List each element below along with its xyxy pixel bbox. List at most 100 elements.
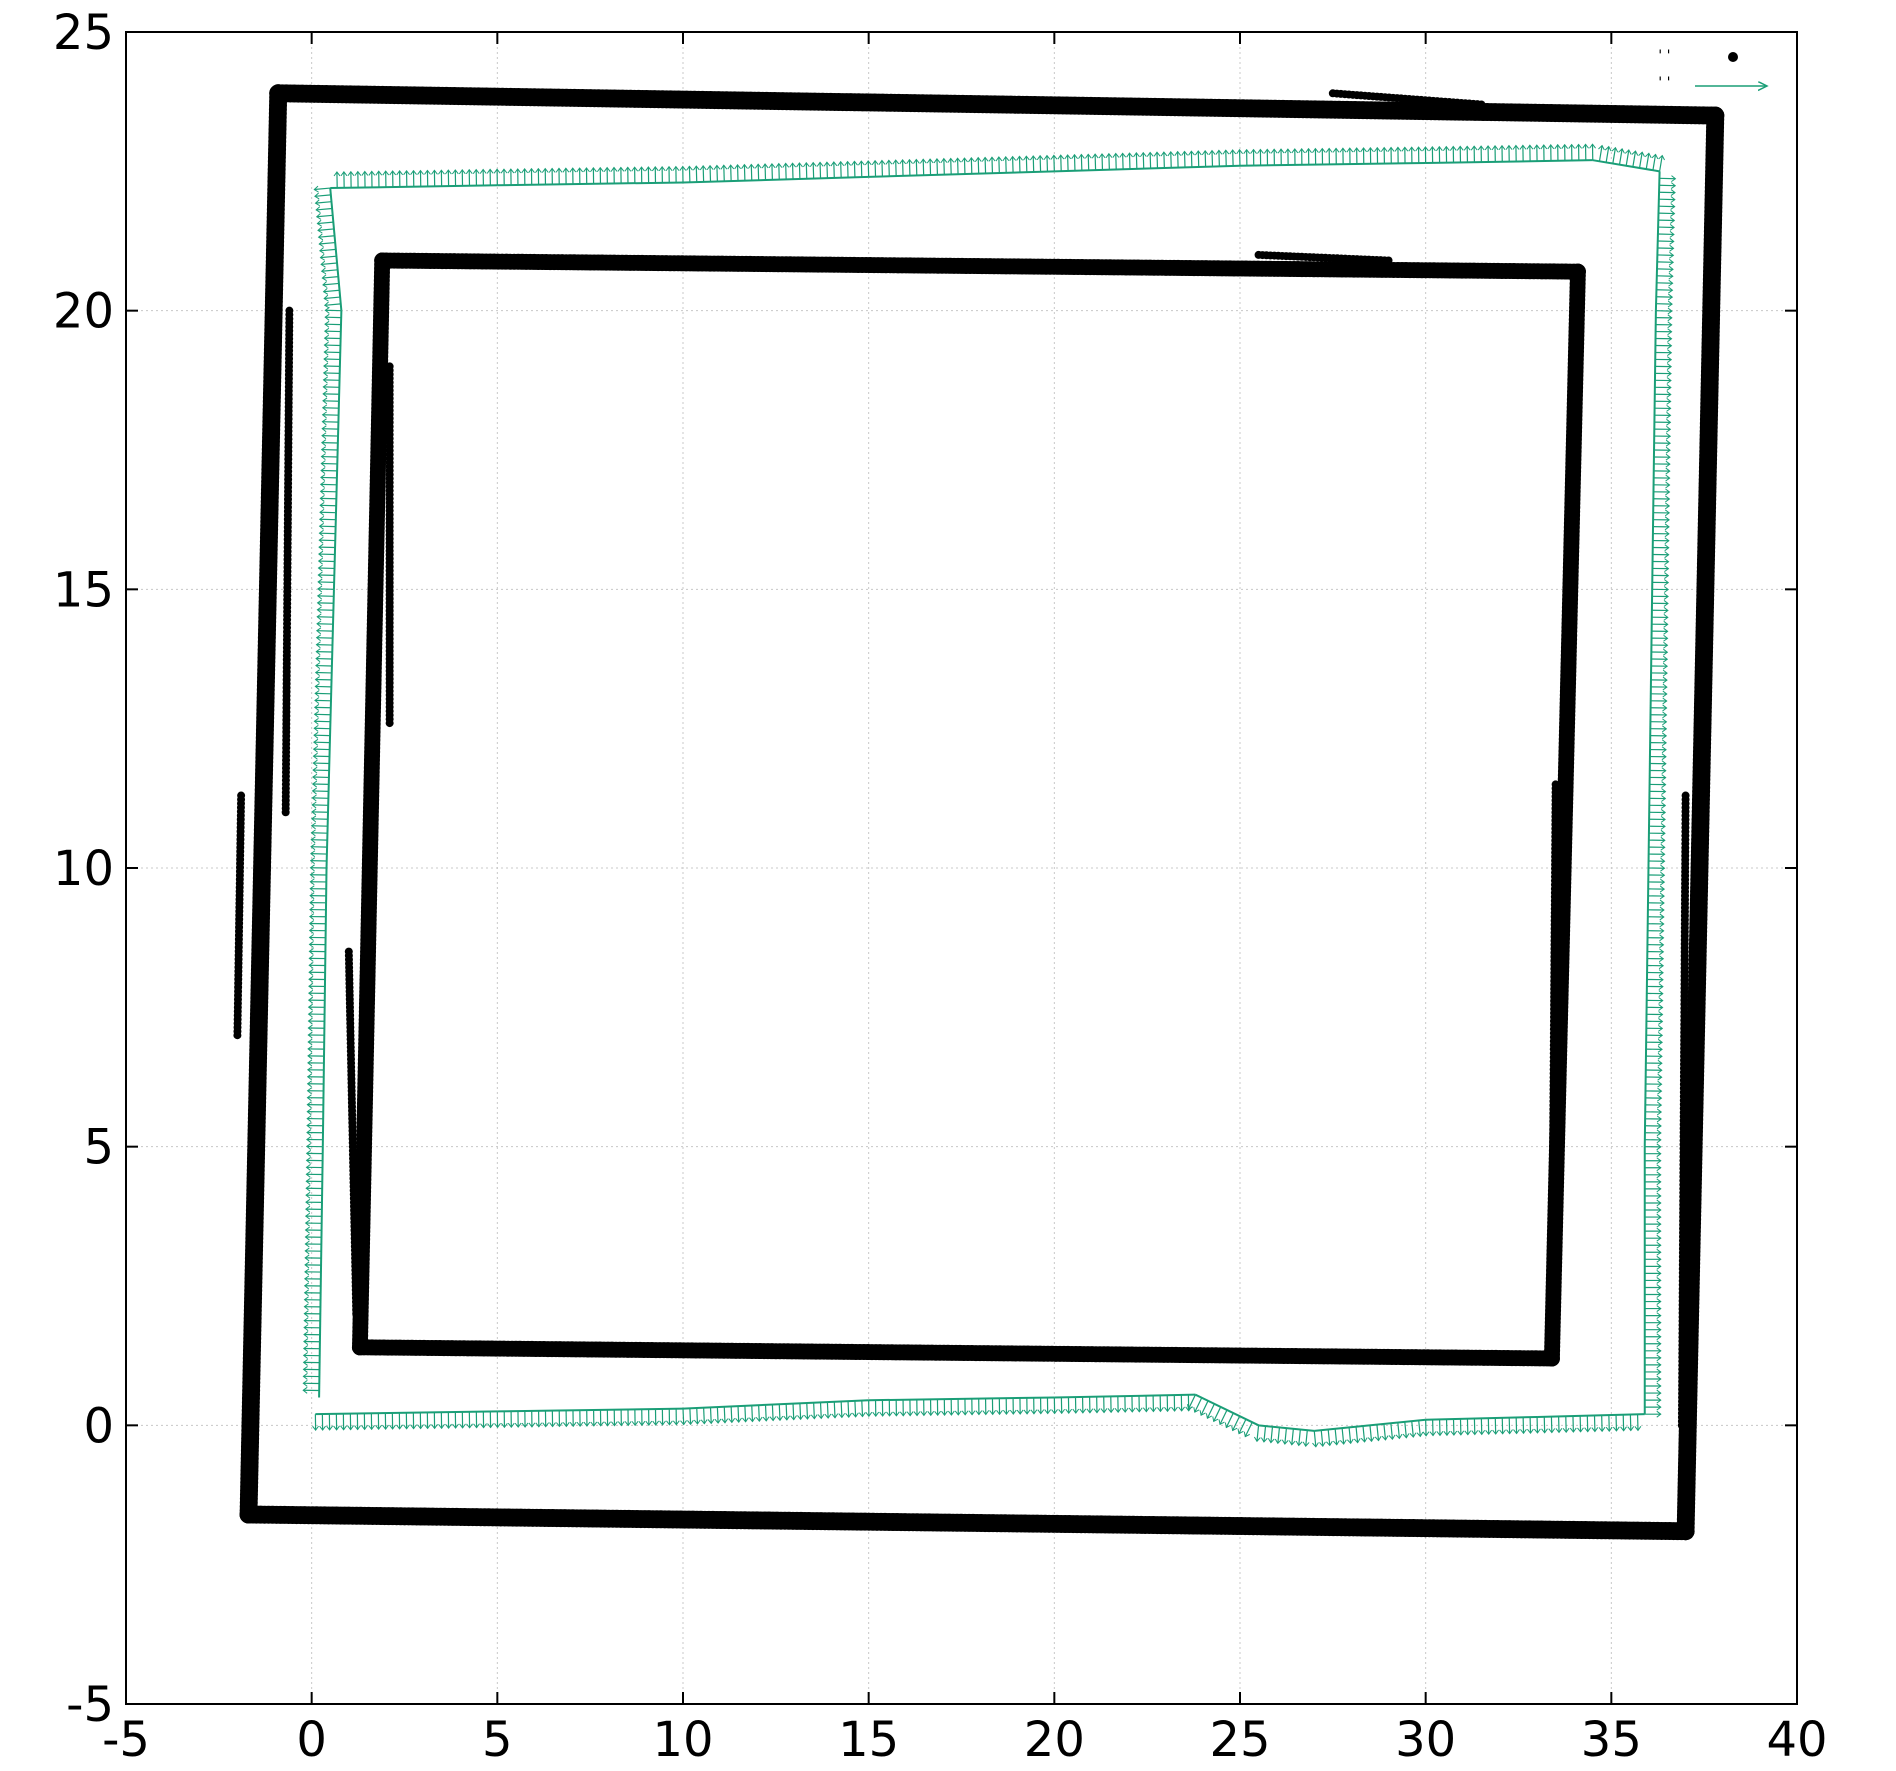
x-tick-label: 5 [482,1712,513,1766]
trajectory-arrow [319,243,335,244]
outer-wall-point [269,84,287,102]
trajectory-arrow [1328,1430,1330,1446]
trajectory-arrow [793,1404,794,1420]
stray-point [233,1031,241,1039]
trajectory-arrow [1384,1424,1386,1440]
trajectory-arrow [786,1404,787,1420]
trajectory-arrow [324,290,340,291]
stray-point [1548,1310,1556,1318]
trajectory-arrow [683,1409,684,1425]
trajectory-arrow [316,202,332,203]
trajectory-arrow [821,1402,822,1418]
trajectory-arrow [321,263,337,264]
trajectory-arrow [1278,1427,1280,1443]
trajectory-arrow [779,1404,780,1420]
trajectory-arrow [745,1406,746,1422]
x-tick-label: 35 [1581,1712,1642,1766]
trajectory-arrow [814,1403,815,1419]
trajectory-arrow [1377,1425,1379,1441]
x-tick-label: 0 [296,1712,327,1766]
trajectory-arrow [1356,1427,1358,1443]
trajectory-arrow [697,1408,698,1424]
trajectory-arrow [1306,1430,1308,1446]
trajectory-arrow [848,1401,849,1417]
trajectory-arrow [1349,1427,1351,1443]
trajectory-arrow [1299,1430,1301,1446]
trajectory-arrow [1335,1429,1337,1445]
trajectory-arrow [724,1407,725,1423]
inner-wall-point [374,253,390,269]
stray-point [386,719,394,727]
trajectory-arrow [855,1401,856,1417]
trajectory-arrow [711,1407,712,1423]
trajectory-arrow [731,1406,732,1422]
trajectory-arrow [315,195,331,196]
trajectory-arrow [1257,1425,1259,1441]
trajectory-arrow [320,256,336,257]
legend-label-vectors: '' [1656,75,1673,91]
y-tick-label: 20 [53,284,114,340]
y-tick-label: 0 [83,1398,114,1454]
trajectory-segment [1537,1414,1645,1417]
trajectory-arrow [827,1402,828,1418]
trajectory-arrow [322,270,338,271]
trajectory-arrow [834,1402,835,1418]
legend: '' '' [1656,48,1767,91]
trajectory-arrow [841,1401,842,1417]
trajectory-arrow [800,1403,801,1419]
y-tick-label: 15 [53,562,114,618]
stray-point [1477,100,1485,108]
trajectory-arrow [1342,1428,1344,1444]
x-tick-label: 30 [1395,1712,1456,1766]
y-tick-label: 25 [53,5,114,61]
trajectory-arrow [1264,1426,1266,1442]
trajectory-arrow [807,1403,808,1419]
x-tick-label: 40 [1766,1712,1827,1766]
trajectory-arrow [1398,1423,1400,1439]
stray-point [1385,257,1393,265]
trajectory-arrow [704,1408,705,1424]
trajectory-arrow [759,1405,760,1421]
trajectory-arrow [1285,1428,1287,1444]
trajectory-arrow [1363,1426,1365,1442]
stray-point [282,808,290,816]
trajectory-arrow [717,1407,718,1423]
trajectory-arrow [1292,1429,1294,1445]
trajectory-arrow [1419,1420,1421,1436]
legend-marker-points [1728,52,1738,62]
trajectory-arrow [323,283,339,284]
trajectory-arrow [314,188,330,189]
y-tick-label: -5 [66,1677,114,1733]
trajectory-arrow [318,229,334,230]
trajectory-arrow [1370,1425,1372,1441]
trajectory-arrow [1314,1431,1316,1447]
plot-data [233,84,1724,1540]
trajectory-arrow [317,222,333,223]
x-tick-label: 25 [1209,1712,1270,1766]
trajectory-arrow [324,297,340,298]
x-tick-label: 20 [1024,1712,1085,1766]
trajectory-arrow [772,1405,773,1421]
trajectory-arrow [1412,1421,1414,1437]
x-tick-label: 10 [652,1712,713,1766]
stray-point [352,1310,360,1318]
trajectory-arrow [319,236,335,237]
trajectory-arrow [320,249,336,250]
trajectory-arrow [1271,1427,1273,1443]
trajectory-arrow [325,304,341,305]
trajectory-arrow [317,215,333,216]
legend-label-points: '' [1656,48,1673,64]
stray-point [1678,1421,1686,1429]
trajectory-arrow [1321,1430,1323,1446]
x-tick-label: 15 [838,1712,899,1766]
trajectory-arrow [738,1406,739,1422]
y-tick-label: 5 [83,1120,114,1176]
trajectory-arrow [766,1405,767,1421]
trajectory-arrow [690,1408,691,1424]
y-tick-label: 10 [53,841,114,897]
trajectory-arrow [752,1406,753,1422]
trajectory-arrow [316,208,332,209]
trajectory-arrow [1405,1422,1407,1438]
